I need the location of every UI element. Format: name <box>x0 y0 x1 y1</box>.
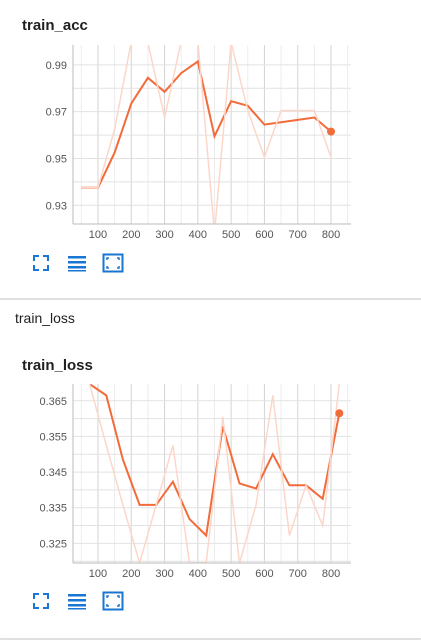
list-icon <box>68 256 86 272</box>
x-tick-label: 400 <box>189 568 207 580</box>
last-point-marker <box>335 409 344 418</box>
fit-domain-icon <box>102 253 124 273</box>
toggle-log-button[interactable] <box>66 591 88 611</box>
x-tick-label: 800 <box>322 229 340 241</box>
x-tick-label: 600 <box>255 568 273 580</box>
fit-domain-button[interactable] <box>102 591 124 611</box>
x-tick-label: 700 <box>289 229 307 241</box>
section-title: train_loss <box>15 310 75 326</box>
train-acc-chart: 100 200 300 400 500 600 700 800 0.93 0.95 0.97 0.99 <box>46 45 351 241</box>
y-tick-label: 0.365 <box>39 396 67 408</box>
x-tick-label: 700 <box>289 568 307 580</box>
grid <box>73 384 351 563</box>
chart-card-train-loss <box>0 336 421 639</box>
y-tick-label: 0.345 <box>39 467 67 479</box>
x-tick-label: 300 <box>155 229 173 241</box>
y-tick-label: 0.99 <box>46 60 67 72</box>
list-icon <box>68 594 86 610</box>
raw-series-line <box>81 45 332 224</box>
toggle-log-button[interactable] <box>66 253 88 273</box>
grid <box>73 45 351 224</box>
chart-title: train_acc <box>22 17 88 34</box>
x-tick-label: 400 <box>189 229 207 241</box>
section-header-train-loss[interactable]: train_loss <box>0 299 421 337</box>
chart-card-train-acc: train_acc 100 200 300 400 500 600 700 800 0.93 0.… <box>0 0 421 299</box>
y-tick-label: 0.335 <box>39 503 67 515</box>
chart-toolbar <box>30 591 124 611</box>
x-tick-label: 600 <box>255 229 273 241</box>
y-tick-label: 0.93 <box>46 200 67 212</box>
raw-series-line <box>88 384 341 563</box>
x-tick-label: 100 <box>89 568 107 580</box>
x-tick-label: 500 <box>222 229 240 241</box>
x-tick-label: 500 <box>222 568 240 580</box>
train-loss-chart: 100 200 300 400 500 600 700 800 0.325 0.335 0.345 0… <box>39 384 351 580</box>
last-point-marker <box>327 127 336 136</box>
smoothed-series-line <box>81 59 332 189</box>
fullscreen-icon <box>33 255 49 271</box>
y-tick-label: 0.97 <box>46 107 67 119</box>
fullscreen-button[interactable] <box>30 253 52 273</box>
fullscreen-icon <box>33 593 49 609</box>
chart-toolbar <box>30 253 124 273</box>
x-tick-label: 300 <box>155 568 173 580</box>
x-tick-label: 200 <box>122 229 140 241</box>
x-tick-label: 800 <box>322 568 340 580</box>
y-tick-label: 0.325 <box>39 538 67 550</box>
fit-domain-button[interactable] <box>102 253 124 273</box>
x-tick-label: 200 <box>122 568 140 580</box>
fit-domain-icon <box>102 591 124 611</box>
smoothed-series-line <box>89 384 341 538</box>
y-tick-label: 0.95 <box>46 153 67 165</box>
y-tick-label: 0.355 <box>39 431 67 443</box>
x-tick-label: 100 <box>89 229 107 241</box>
chart-title: train_loss <box>22 357 93 374</box>
fullscreen-button[interactable] <box>30 591 52 611</box>
